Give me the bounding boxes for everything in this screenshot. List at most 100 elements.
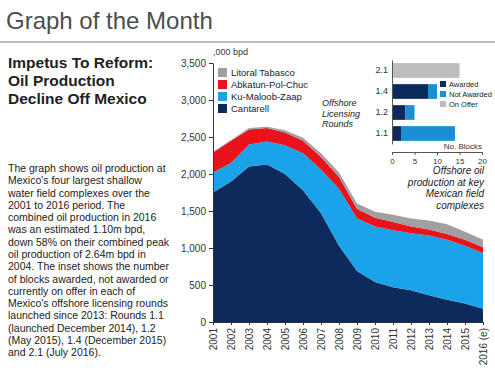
- y-tick-label: 0: [200, 317, 206, 328]
- x-axis-line: [214, 322, 484, 323]
- bar: [414, 105, 415, 120]
- inset-title-line: Offshore: [322, 98, 357, 108]
- y-tick-mark: [209, 174, 213, 175]
- bar: [392, 84, 428, 99]
- annotation-line: complexes: [436, 200, 484, 211]
- inset-legend-swatch: [440, 101, 446, 107]
- inset-legend-label: Not Awarded: [449, 90, 492, 99]
- inset-y-tick-label: 1.4: [375, 86, 388, 96]
- legend-label: Cantarell: [231, 103, 269, 114]
- x-tick: 2004: [262, 322, 273, 350]
- article-title-line: Oil Production: [8, 72, 115, 89]
- x-tick-label: 2016 (e): [478, 328, 489, 365]
- inset-x-axis: 0 5 10 15 20: [390, 152, 487, 166]
- inset-x-tick: 20: [478, 152, 487, 166]
- inset-x-tick-label: 20: [478, 157, 487, 166]
- article-body-line: of blocks awarded, not awarded or: [8, 273, 169, 285]
- x-tick: 2003: [244, 322, 255, 350]
- legend-item: Litoral Tabasco: [218, 67, 295, 78]
- x-tick-label: 2008: [334, 328, 345, 351]
- y-axis: 05001,0001,5002,0002,5003,0003,500: [181, 58, 214, 328]
- inset-x-tick-label: 15: [456, 157, 465, 166]
- y-tick-label: 2,000: [181, 169, 206, 180]
- inset-x-tick-mark: [437, 152, 438, 155]
- x-tick-label: 2001: [208, 328, 219, 351]
- y-tick-mark: [209, 100, 213, 101]
- x-axis: 2001200220032004200520062007200820092010…: [208, 322, 489, 365]
- inset-y-axis: 2.11.41.21.1: [375, 61, 392, 145]
- inset-x-axis-label: No. Blocks: [444, 142, 482, 151]
- y-tick-label: 500: [189, 280, 206, 291]
- x-tick-label: 2013: [424, 328, 435, 351]
- x-tick: 2008: [334, 322, 345, 350]
- y-tick: 2,500: [181, 132, 213, 143]
- x-tick-mark: [213, 322, 214, 325]
- inset-x-tick-label: 0: [390, 157, 395, 166]
- x-tick-mark: [231, 322, 232, 325]
- inset-x-tick: 10: [433, 152, 442, 166]
- x-tick-label: 2007: [316, 328, 327, 351]
- y-axis-label: ,000 bpd: [213, 47, 248, 57]
- inset-title-line: Rounds: [322, 119, 354, 129]
- annotation-line: production at key: [407, 177, 485, 188]
- x-tick-mark: [303, 322, 304, 325]
- inset-y-tick: 1.2: [375, 107, 392, 117]
- inset-x-tick-mark: [415, 152, 416, 155]
- legend: Litoral TabascoAbkatun-Pol-ChucKu-Maloob…: [218, 67, 308, 114]
- article-body-line: oil production of 2.64m bpd in: [8, 248, 146, 260]
- y-tick-label: 1,500: [181, 206, 206, 217]
- article-body-line: 2004. The inset shows the number: [8, 260, 169, 272]
- x-tick-mark: [429, 322, 430, 325]
- page-heading: Graph of the Month: [6, 7, 213, 34]
- x-tick: 2015: [460, 322, 471, 350]
- x-tick-label: 2002: [226, 328, 237, 351]
- inset-legend-swatch: [440, 91, 446, 97]
- y-tick: 1,500: [181, 206, 213, 217]
- inset-x-tick: 5: [413, 152, 418, 166]
- bar: [392, 105, 406, 120]
- legend-item: Cantarell: [218, 103, 269, 114]
- inset-x-tick-mark: [392, 152, 393, 155]
- x-tick-mark: [447, 322, 448, 325]
- inset-y-tick: 1.1: [375, 128, 392, 138]
- inset-legend-label: On Offer: [449, 100, 478, 109]
- legend-swatch: [218, 92, 227, 101]
- x-tick-mark: [321, 322, 322, 325]
- inset-legend-label: Awarded: [449, 80, 478, 89]
- inset-title: OffshoreLicensingRounds: [322, 98, 360, 129]
- inset-x-tick-label: 5: [413, 157, 418, 166]
- y-tick: 500: [189, 280, 213, 291]
- inset-x-tick: 0: [390, 152, 395, 166]
- x-tick: 2014: [442, 322, 453, 350]
- article-body-line: and 2.1 (July 2016).: [8, 346, 101, 358]
- x-tick: 2002: [226, 322, 237, 350]
- bar: [428, 84, 437, 99]
- legend-item: Ku-Maloob-Zaap: [218, 91, 302, 102]
- article-body: The graph shows oil production atMexico'…: [7, 162, 170, 358]
- y-axis-line: [213, 64, 214, 323]
- x-tick-label: 2010: [370, 328, 381, 351]
- y-tick: 3,500: [181, 58, 213, 69]
- bar: [437, 84, 438, 99]
- inset-legend-item: Not Awarded: [440, 90, 492, 99]
- x-tick-mark: [465, 322, 466, 325]
- inset-y-tick-label: 1.1: [375, 128, 388, 138]
- header-rule: [0, 42, 495, 43]
- bar: [392, 126, 401, 141]
- article-title-line: Impetus To Reform:: [8, 54, 153, 71]
- x-tick: 2010: [370, 322, 381, 350]
- y-tick-mark: [209, 285, 213, 286]
- y-tick-label: 3,000: [181, 95, 206, 106]
- x-tick-label: 2014: [442, 328, 453, 351]
- bar: [401, 126, 455, 141]
- article-body-line: 2001 to 2016 period. The: [8, 199, 125, 211]
- inset-x-tick: 15: [456, 152, 465, 166]
- article-body-line: down 58% on their combined peak: [8, 236, 170, 248]
- article-body-line: The graph shows oil production at: [8, 162, 166, 174]
- inset-legend: AwardedNot AwardedOn Offer: [440, 80, 492, 109]
- x-tick-mark: [267, 322, 268, 325]
- inset-legend-item: On Offer: [440, 100, 478, 109]
- x-tick: 2016 (e): [478, 322, 489, 365]
- legend-item: Abkatun-Pol-Chuc: [218, 79, 308, 90]
- inset-x-tick-label: 10: [433, 157, 442, 166]
